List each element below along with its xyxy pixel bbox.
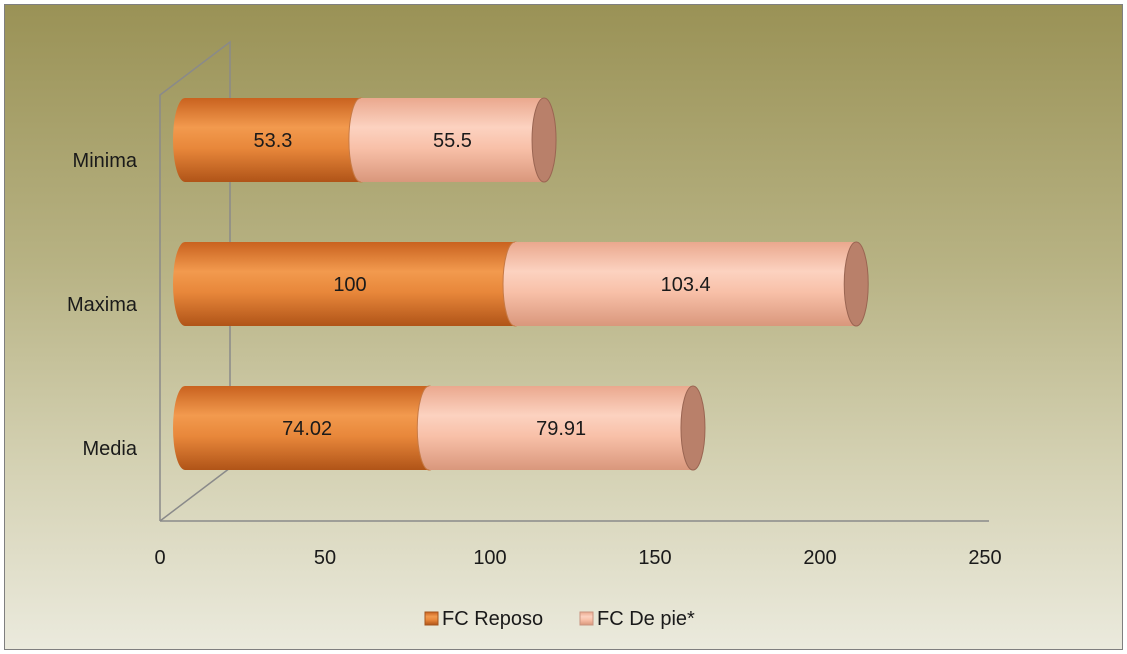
x-tick-label-100: 100 [473,547,506,569]
bar-cap-start-media [173,386,197,470]
bar-cap-end-media-series-1 [680,385,706,471]
data-label-minima-series-0: 53.3 [253,130,292,152]
x-tick-labels: 0 50 100 150 200 250 [154,547,1001,569]
bar-cap-end-maxima-series-1 [843,241,869,327]
data-label-maxima-series-1: 103.4 [661,274,711,296]
data-label-maxima-series-0: 100 [333,274,366,296]
floor-depth-line [159,467,231,522]
category-label-media: Media [83,438,138,460]
bar-cap-end-minima-series-1 [531,97,557,183]
data-label-minima-series-1: 55.5 [433,130,472,152]
bar-media-series-1 [429,386,693,470]
bars-layer: 53.3 55.5 100 103.4 74.02 79.91 [173,97,869,471]
legend-swatch-series-0 [424,611,439,626]
x-tick-label-150: 150 [638,547,671,569]
x-tick-label-0: 0 [154,547,165,569]
legend-label-series-1: FC De pie* [597,608,695,630]
bar-maxima-series-0 [185,242,515,326]
data-label-media-series-0: 74.02 [282,418,332,440]
category-label-minima: Minima [73,150,138,172]
bar-media-series-0 [185,386,430,470]
x-tick-label-250: 250 [968,547,1001,569]
x-tick-label-50: 50 [314,547,336,569]
legend-swatch-series-1 [579,611,594,626]
category-labels: Minima Maxima Media [67,150,138,460]
legend-label-series-0: FC Reposo [442,608,543,630]
x-tick-label-200: 200 [803,547,836,569]
legend: FC Reposo FC De pie* [424,608,695,630]
bar-minima-series-1 [360,98,545,182]
bar-minima-series-0 [185,98,361,182]
bar-cap-start-maxima [173,242,197,326]
bar-cap-start-minima [173,98,197,182]
data-label-media-series-1: 79.91 [536,418,586,440]
bar-maxima-series-1 [515,242,857,326]
category-label-maxima: Maxima [67,294,138,316]
